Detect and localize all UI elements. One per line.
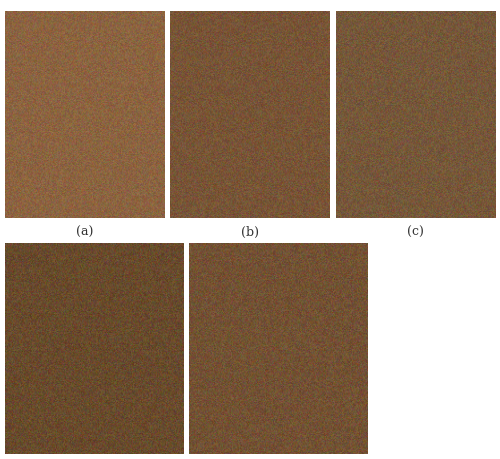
- Text: (c): (c): [407, 226, 424, 239]
- Text: (a): (a): [76, 226, 94, 239]
- Text: (b): (b): [241, 226, 259, 239]
